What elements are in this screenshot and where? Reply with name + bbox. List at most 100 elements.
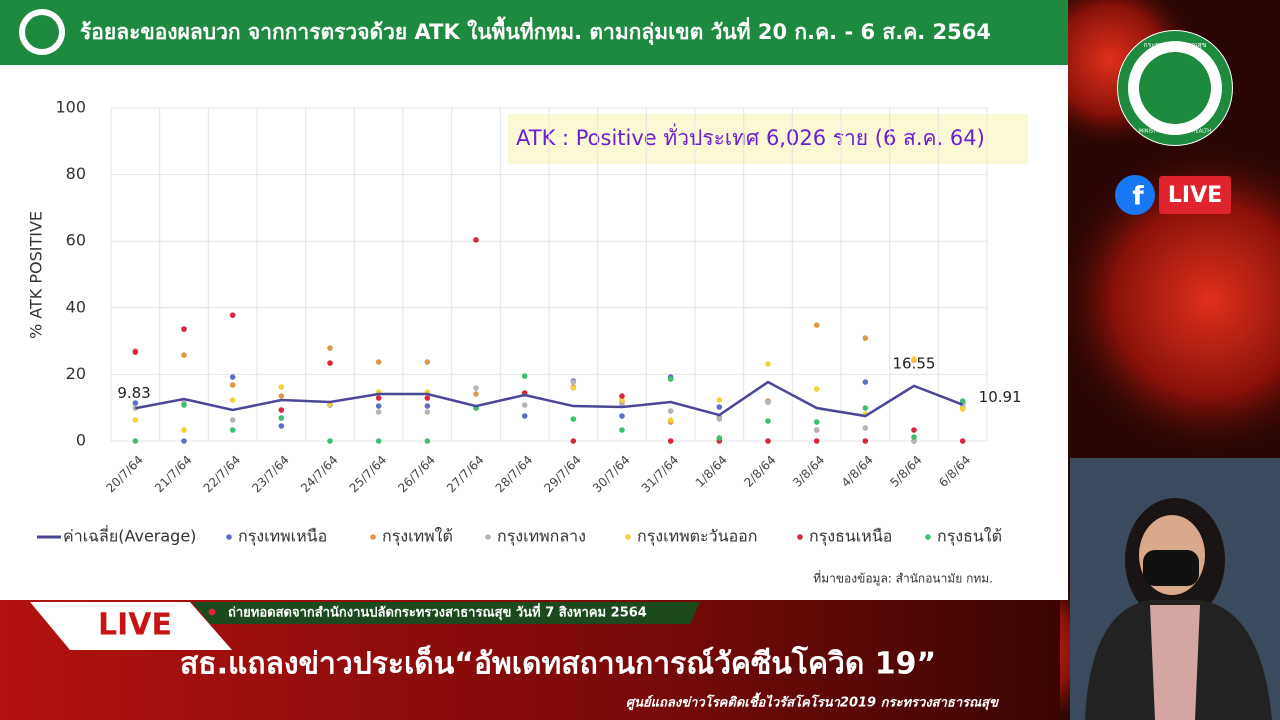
data-point bbox=[229, 382, 236, 388]
data-point bbox=[327, 360, 333, 366]
data-point bbox=[959, 398, 966, 404]
logo-text: กระทรวงสาธารณสุข bbox=[1143, 41, 1206, 49]
data-point bbox=[375, 403, 382, 409]
y-tick-label: 20 bbox=[66, 364, 86, 383]
data-point bbox=[716, 416, 723, 422]
data-point bbox=[667, 417, 674, 423]
logo-text-en: MINISTRY OF PUBLIC HEALTH bbox=[1139, 129, 1211, 135]
data-point bbox=[619, 427, 625, 433]
data-point bbox=[181, 402, 187, 408]
data-point bbox=[424, 409, 431, 415]
data-point bbox=[424, 438, 431, 444]
data-point bbox=[716, 404, 723, 410]
data-point bbox=[424, 395, 431, 401]
facebook-icon-glyph: f bbox=[1132, 182, 1144, 212]
data-point bbox=[229, 397, 236, 403]
interpreter-mask bbox=[1143, 550, 1199, 586]
live-tag bbox=[30, 602, 232, 650]
data-point bbox=[181, 326, 187, 332]
header-title: ร้อยละของผลบวก จากการตรวจด้วย ATK ในพื้น… bbox=[80, 16, 991, 46]
data-point bbox=[132, 417, 139, 423]
data-point bbox=[813, 427, 820, 433]
legend-label: กรุงธนใต้ bbox=[937, 527, 1002, 547]
data-point bbox=[911, 427, 917, 433]
data-point bbox=[473, 385, 479, 391]
data-point bbox=[716, 397, 723, 403]
legend-label: ค่าเฉลี่ย(Average) bbox=[63, 525, 196, 546]
facebook-icon bbox=[1115, 175, 1155, 215]
data-point bbox=[327, 438, 333, 444]
headline: สธ.แถลงข่าวประเด็น“อัพเดทสถานการณ์วัคซีน… bbox=[180, 645, 936, 682]
data-point bbox=[229, 374, 236, 380]
ticker-text: ถ่ายทอดสดจากสำนักงานปลัดกระทรวงสาธารณสุข… bbox=[228, 603, 647, 621]
data-point bbox=[667, 376, 674, 382]
data-point bbox=[959, 406, 966, 412]
data-point bbox=[181, 438, 187, 444]
annotation-box bbox=[508, 114, 1028, 164]
data-point bbox=[765, 399, 771, 405]
data-point bbox=[327, 345, 333, 351]
data-point bbox=[278, 407, 285, 413]
legend-label: กรุงธนเหนือ bbox=[809, 527, 892, 547]
data-point bbox=[619, 413, 625, 419]
data-point bbox=[424, 403, 431, 409]
data-point bbox=[278, 423, 285, 429]
live-badge bbox=[1159, 176, 1231, 214]
credit: ศูนย์แถลงข่าวโรคติดเชื้อไวรัสโคโรนา2019 … bbox=[626, 692, 999, 711]
data-point bbox=[813, 438, 820, 444]
data-point bbox=[862, 438, 869, 444]
y-tick-label: 100 bbox=[55, 98, 86, 117]
data-point bbox=[619, 393, 625, 399]
data-point bbox=[375, 359, 382, 365]
data-point bbox=[375, 438, 382, 444]
data-point bbox=[132, 400, 139, 406]
legend-label: กรุงเทพกลาง bbox=[497, 527, 586, 547]
data-point bbox=[375, 395, 382, 401]
ministry-logo-center bbox=[1139, 52, 1211, 124]
data-point bbox=[862, 379, 869, 385]
data-point bbox=[229, 312, 236, 318]
data-point bbox=[667, 438, 674, 444]
interpreter-shirt bbox=[1150, 605, 1200, 720]
virus-art bbox=[1050, 140, 1280, 460]
data-point bbox=[862, 335, 869, 341]
legend-swatch bbox=[370, 534, 376, 540]
y-tick-label: 40 bbox=[66, 297, 86, 316]
data-point bbox=[765, 361, 771, 367]
data-point bbox=[619, 397, 625, 403]
data-point bbox=[181, 352, 187, 358]
data-point bbox=[911, 356, 917, 362]
legend-swatch bbox=[226, 534, 232, 540]
legend-label: กรุงเทพเหนือ bbox=[238, 527, 327, 547]
data-point bbox=[813, 322, 820, 328]
live-badge-text: LIVE bbox=[1168, 183, 1222, 208]
data-label: 10.91 bbox=[979, 388, 1022, 406]
data-point bbox=[570, 385, 577, 391]
data-point bbox=[278, 415, 285, 421]
data-point bbox=[278, 384, 285, 390]
average-line bbox=[135, 380, 964, 418]
data-point bbox=[521, 373, 528, 379]
slide bbox=[0, 0, 1068, 600]
legend-swatch bbox=[625, 534, 631, 540]
slide-header bbox=[0, 0, 1068, 65]
data-point bbox=[765, 418, 771, 424]
data-point bbox=[667, 408, 674, 414]
ministry-logo-ring bbox=[1118, 31, 1232, 145]
data-point bbox=[570, 416, 577, 422]
annotation: ATK : Positive ทั่วประเทศ 6,026 ราย (6 ส… bbox=[516, 123, 985, 150]
legend-label: กรุงเทพตะวันออก bbox=[637, 527, 757, 547]
data-point bbox=[862, 405, 869, 411]
source-note: ที่มาของข้อมูล: สำนักอนามัย กทม. bbox=[813, 570, 993, 587]
data-point bbox=[375, 409, 382, 415]
ticker-strip bbox=[192, 602, 700, 624]
data-point bbox=[959, 438, 966, 444]
data-point bbox=[132, 438, 139, 444]
data-point bbox=[813, 419, 820, 425]
banner-live: LIVE bbox=[98, 608, 172, 643]
data-point bbox=[765, 438, 771, 444]
y-tick-label: 80 bbox=[66, 164, 86, 183]
header-logo bbox=[25, 15, 59, 49]
data-point bbox=[229, 417, 236, 423]
